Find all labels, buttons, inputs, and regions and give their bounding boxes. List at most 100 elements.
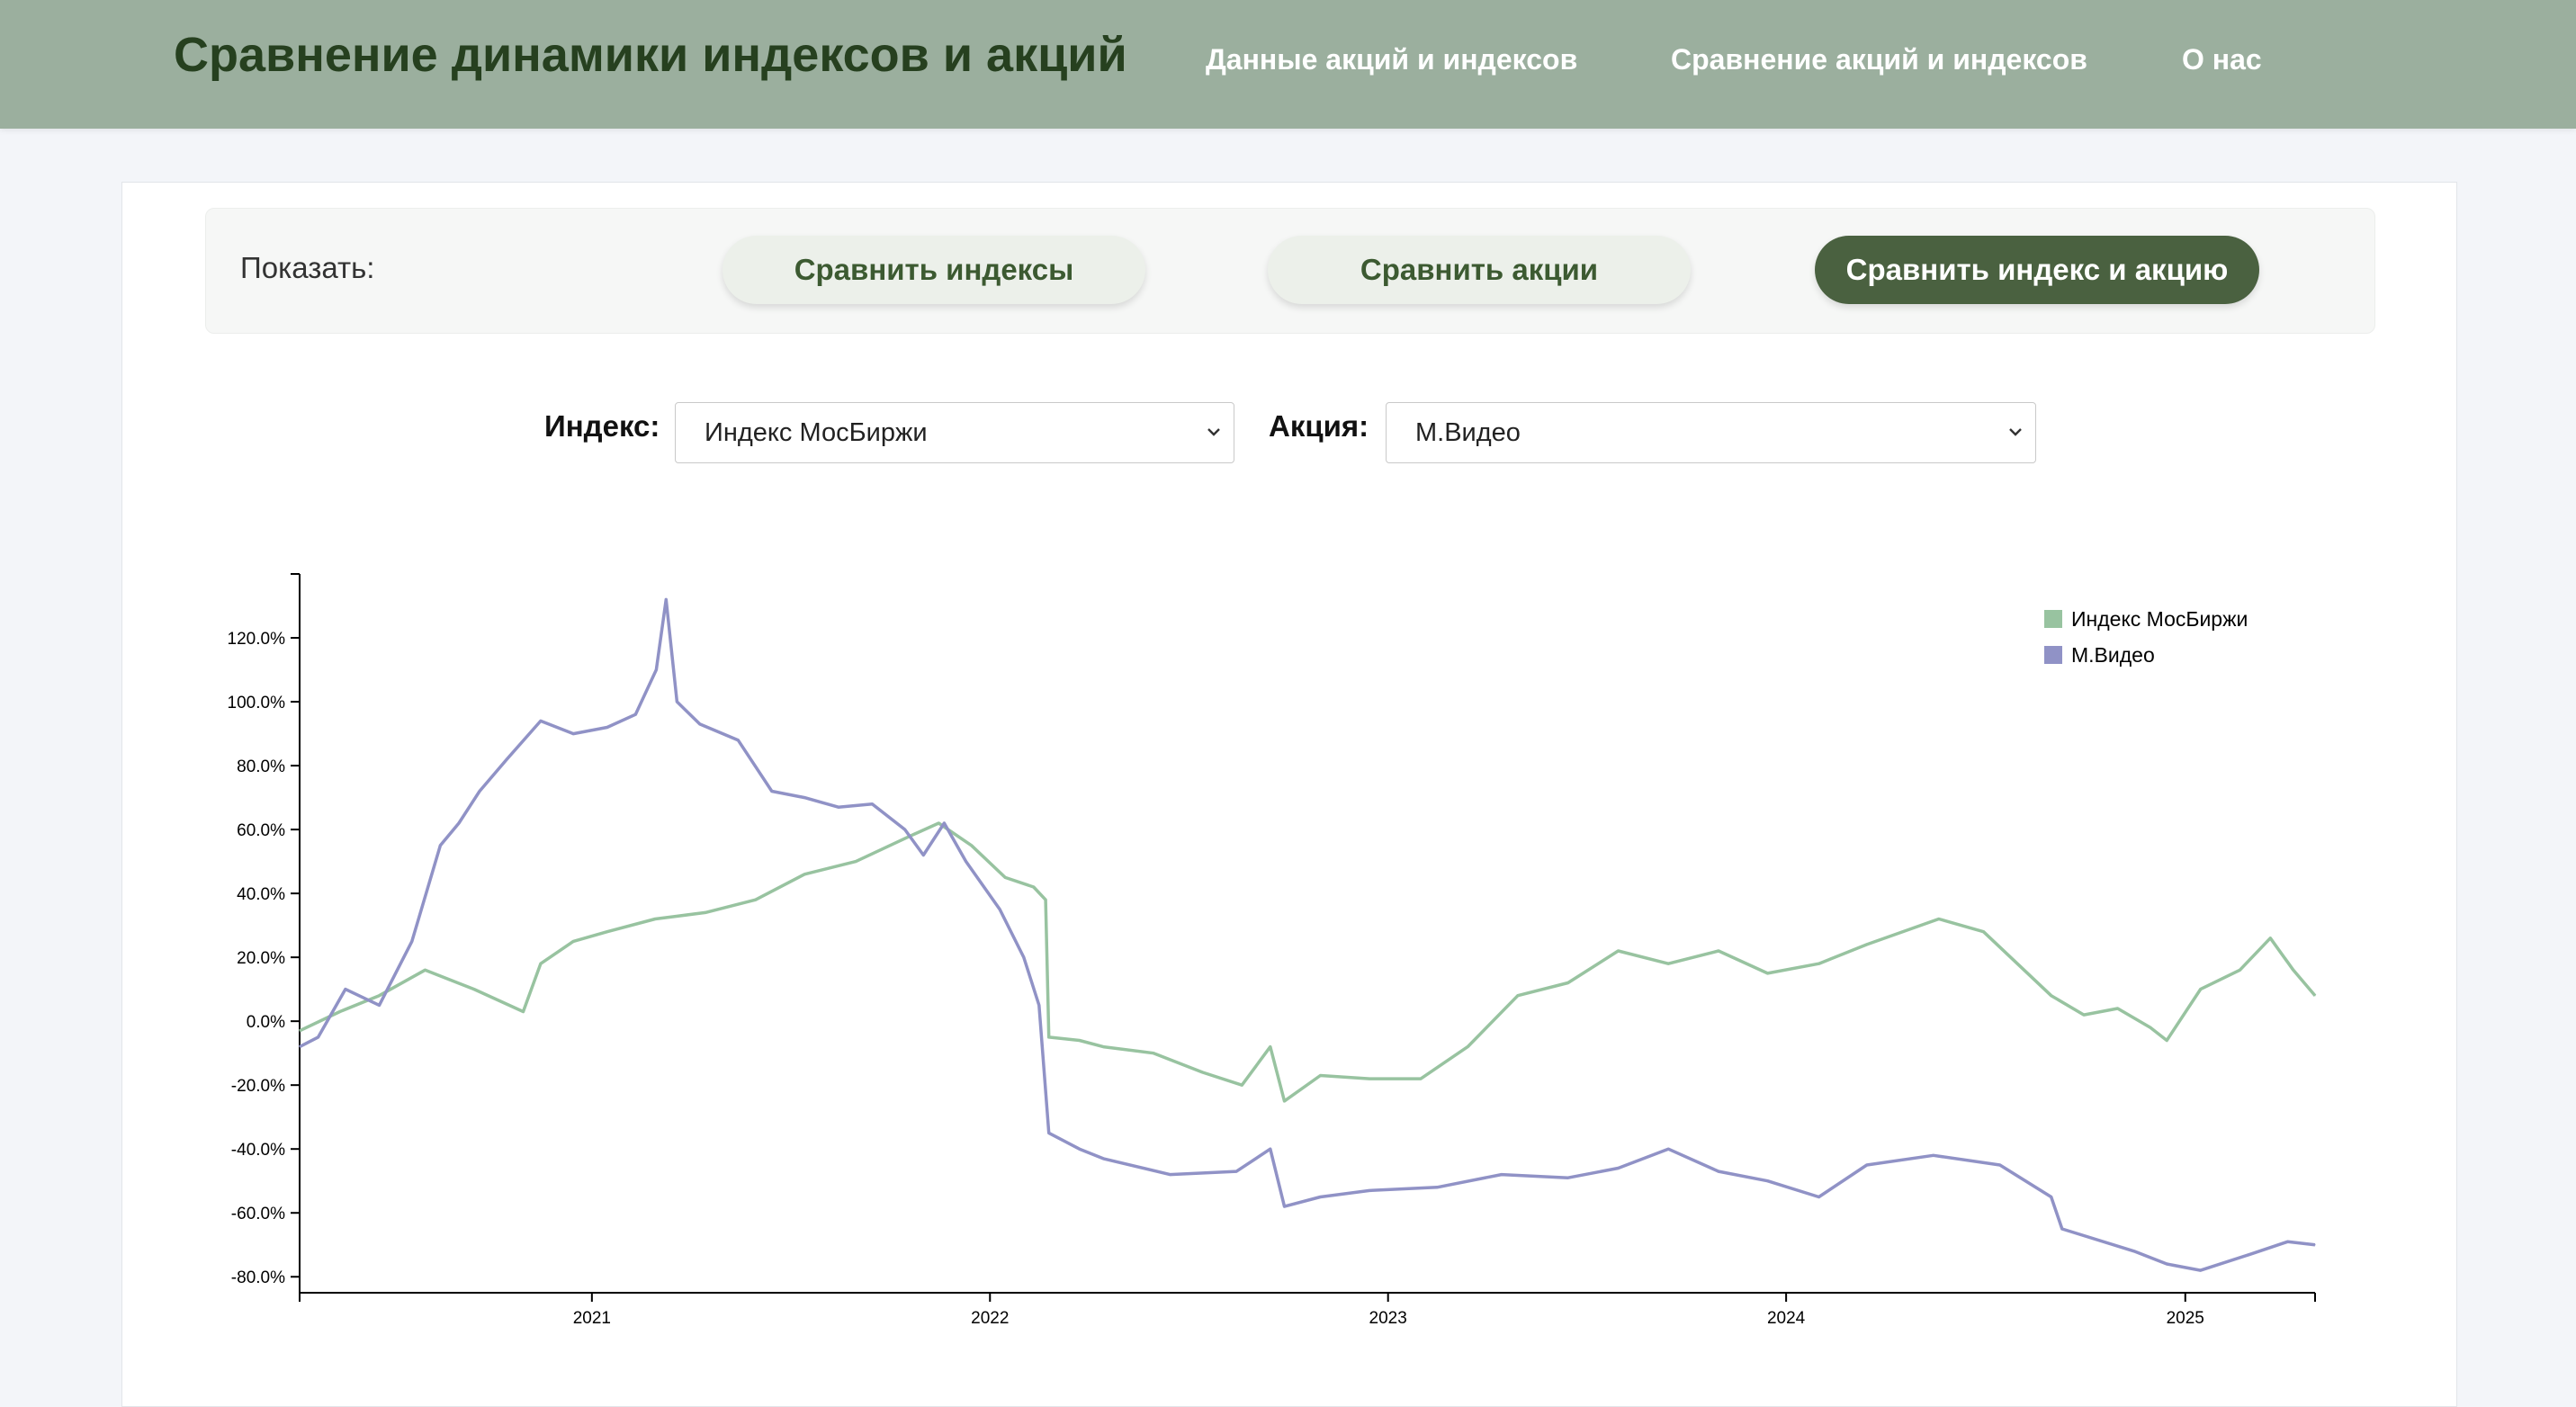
show-label: Показать:	[240, 251, 375, 284]
compare-stocks-button[interactable]: Сравнить акции	[1268, 236, 1691, 304]
data-point	[1999, 1164, 2001, 1166]
data-point	[1982, 931, 1985, 933]
data-point	[634, 713, 636, 715]
chart-series	[299, 597, 2317, 1272]
data-point	[737, 739, 739, 741]
data-point	[1202, 1071, 1204, 1073]
data-point	[424, 969, 426, 971]
data-point	[1866, 1164, 1868, 1166]
data-point	[2200, 989, 2202, 990]
data-point	[522, 1010, 525, 1013]
series-line	[299, 821, 2317, 1103]
data-point	[1766, 972, 1769, 974]
data-point	[1718, 1170, 1719, 1172]
y-tick-label: -60.0%	[231, 1205, 285, 1223]
data-point	[1283, 1100, 1286, 1102]
data-point	[411, 940, 413, 942]
data-point	[803, 796, 805, 799]
y-tick-label: -40.0%	[231, 1141, 285, 1160]
nav-link-about-us[interactable]: О нас	[2182, 43, 2262, 76]
chevron-down-icon	[2009, 428, 2022, 436]
index-select[interactable]: Индекс МосБиржи	[675, 402, 1234, 463]
x-tick-label: 2022	[971, 1309, 1009, 1328]
data-point	[2287, 1241, 2289, 1242]
y-tick-label: 60.0%	[237, 821, 285, 840]
data-point	[339, 1010, 341, 1013]
data-point	[2314, 995, 2316, 997]
data-point	[655, 668, 657, 671]
data-point	[1667, 1148, 1669, 1150]
chevron-down-icon	[1207, 428, 1220, 436]
stock-select-label: Акция:	[1269, 409, 1369, 443]
data-point	[1079, 1039, 1081, 1042]
data-point	[345, 989, 346, 990]
data-point	[2200, 1269, 2202, 1271]
data-point	[378, 1004, 381, 1006]
x-tick-label: 2023	[1369, 1309, 1407, 1328]
data-point	[965, 861, 967, 863]
data-point	[1319, 1196, 1322, 1198]
data-point	[943, 822, 945, 824]
data-point	[299, 1045, 301, 1048]
nav-link-stocks-indexes-data[interactable]: Данные акций и индексов	[1206, 43, 1578, 76]
data-point	[2248, 1253, 2250, 1255]
mode-controls-panel: Показать: Сравнить индексы Сравнить акци…	[205, 208, 2375, 334]
data-point	[871, 803, 873, 805]
data-point	[1617, 950, 1620, 952]
data-point	[458, 822, 460, 824]
data-point	[1283, 1205, 1286, 1207]
series-line	[299, 597, 2316, 1272]
y-tick-label: 100.0%	[228, 694, 286, 712]
data-point	[479, 790, 480, 793]
x-tick-label: 2025	[2167, 1309, 2204, 1328]
data-point	[771, 790, 773, 793]
y-tick-label: -20.0%	[231, 1077, 285, 1096]
data-point	[999, 909, 1001, 910]
data-point	[572, 940, 574, 942]
data-point	[1420, 1078, 1422, 1080]
data-point	[473, 989, 475, 990]
data-point	[572, 732, 574, 735]
data-point	[1023, 956, 1025, 958]
legend-swatch	[2044, 646, 2062, 664]
compare-index-and-stock-button[interactable]: Сравнить индекс и акцию	[1815, 236, 2259, 304]
main-card: Показать: Сравнить индексы Сравнить акци…	[121, 182, 2457, 1407]
stock-select-value: М.Видео	[1415, 417, 1521, 447]
data-point	[318, 1036, 319, 1038]
y-tick-label: 80.0%	[237, 757, 285, 776]
data-point	[2166, 1039, 2168, 1042]
data-point	[1038, 1004, 1040, 1006]
data-point	[2061, 1228, 2063, 1230]
data-point	[606, 931, 608, 933]
data-point	[2016, 963, 2018, 964]
data-point	[676, 701, 678, 703]
data-point	[606, 726, 608, 729]
nav-link-compare-stocks-indexes[interactable]: Сравнение акций и индексов	[1671, 43, 2087, 76]
data-point	[1567, 981, 1569, 984]
data-point	[1102, 1045, 1104, 1048]
data-point	[1866, 944, 1868, 945]
data-point	[971, 845, 973, 847]
data-point	[665, 598, 667, 601]
y-tick-label: -80.0%	[231, 1268, 285, 1287]
data-point	[938, 822, 939, 824]
data-point	[1235, 1170, 1237, 1172]
data-point	[1818, 963, 1820, 964]
data-point	[1169, 1174, 1171, 1176]
data-point	[699, 723, 701, 725]
data-point	[1617, 1167, 1620, 1170]
chart-axes: -80.0% -60.0% -40.0% -20.0% 0.0% 20.0% 40.0% 60…	[228, 573, 2316, 1328]
stock-select[interactable]: М.Видео	[1386, 402, 2036, 463]
chart-legend: Индекс МосБиржи М.Видео	[2044, 607, 2248, 667]
data-point	[1048, 1036, 1050, 1038]
legend-label: Индекс МосБиржи	[2071, 607, 2248, 631]
data-point	[1501, 1174, 1503, 1176]
compare-indexes-button[interactable]: Сравнить индексы	[723, 236, 1145, 304]
data-point	[2133, 1250, 2135, 1252]
data-point	[1517, 995, 1519, 997]
data-point	[1033, 886, 1035, 888]
data-point	[1718, 950, 1719, 952]
data-point	[1319, 1074, 1322, 1077]
index-select-value: Индекс МосБиржи	[705, 417, 928, 447]
data-point	[922, 854, 924, 856]
